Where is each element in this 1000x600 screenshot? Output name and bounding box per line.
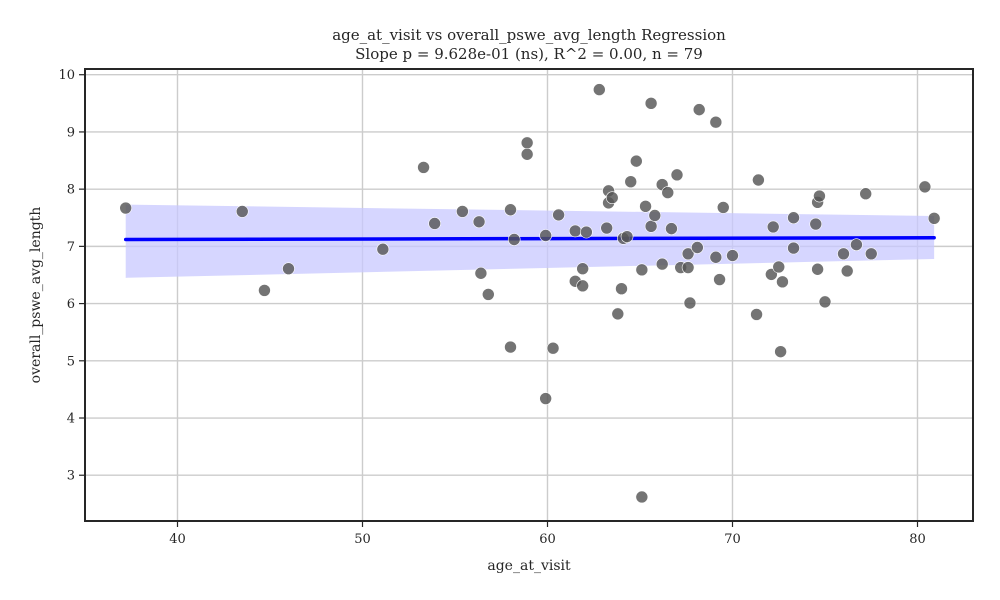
- chart-subtitle: Slope p = 9.628e-01 (ns), R^2 = 0.00, n …: [355, 45, 703, 63]
- scatter-point: [864, 247, 878, 261]
- chart-title: age_at_visit vs overall_pswe_avg_length …: [332, 26, 726, 44]
- x-axis-label: age_at_visit: [487, 558, 571, 574]
- axes: 40 50 60 70 80 3 4 5 6 7 8 9 10: [58, 68, 974, 547]
- scatter-point: [670, 168, 684, 182]
- scatter-point: [576, 262, 589, 275]
- scatter-point: [750, 308, 763, 321]
- scatter-point: [681, 261, 695, 274]
- scatter-point: [709, 115, 723, 129]
- scatter-point: [456, 205, 469, 218]
- scatter-point: [258, 284, 271, 297]
- scatter-point: [624, 175, 638, 189]
- scatter-point: [681, 247, 695, 261]
- x-tick-label: 80: [909, 532, 926, 547]
- scatter-point: [840, 264, 854, 278]
- scatter-point: [520, 136, 534, 150]
- y-tick-label: 3: [67, 469, 75, 484]
- scatter-point: [539, 392, 552, 405]
- scatter-point: [787, 211, 800, 225]
- scatter-point: [726, 249, 739, 262]
- scatter-point: [568, 224, 582, 238]
- y-tick-label: 10: [58, 68, 75, 83]
- scatter-point: [600, 221, 614, 235]
- scatter-point: [716, 201, 730, 214]
- scatter-point: [774, 345, 787, 358]
- scatter-point: [504, 340, 517, 354]
- scatter-point: [766, 220, 780, 234]
- scatter-point: [772, 260, 786, 274]
- scatter-point: [552, 208, 565, 222]
- y-tick-label: 4: [67, 412, 75, 427]
- scatter-point: [235, 205, 249, 218]
- scatter-point: [417, 161, 430, 174]
- scatter-point: [918, 180, 932, 194]
- y-tick-label: 9: [67, 125, 75, 140]
- regression-line-layer: [123, 236, 936, 242]
- scatter-point: [927, 212, 941, 225]
- scatter-point: [709, 250, 723, 264]
- regression-line: [123, 236, 936, 242]
- scatter-point: [629, 154, 643, 168]
- scatter-point: [818, 295, 832, 309]
- y-tick-label: 8: [67, 183, 75, 198]
- scatter-point: [655, 257, 669, 271]
- scatter-point: [837, 247, 850, 261]
- scatter-point: [776, 275, 789, 289]
- scatter-point: [539, 229, 552, 242]
- scatter-point: [809, 217, 823, 231]
- scatter-point: [546, 341, 560, 355]
- scatter-point: [648, 209, 662, 222]
- y-tick-label: 6: [67, 297, 75, 312]
- scatter-point: [635, 263, 649, 277]
- scatter-point: [692, 103, 706, 116]
- scatter-point: [611, 307, 625, 321]
- scatter-point: [683, 296, 697, 310]
- scatter-point: [592, 83, 606, 96]
- y-tick-label: 7: [67, 240, 75, 255]
- x-tick-label: 60: [539, 532, 556, 547]
- scatter-point: [376, 242, 390, 256]
- x-tick-label: 70: [724, 532, 741, 547]
- scatter-point: [472, 215, 486, 229]
- scatter-point: [639, 200, 652, 213]
- x-tick-label: 40: [169, 532, 186, 547]
- x-tick-label: 50: [354, 532, 371, 547]
- y-axis-label: overall_pswe_avg_length: [28, 207, 44, 384]
- scatter-point: [787, 241, 800, 255]
- scatter-point: [504, 203, 517, 217]
- scatter-point: [859, 187, 873, 201]
- scatter-point: [576, 279, 589, 293]
- scatter-point: [644, 97, 658, 110]
- scatter-point: [615, 282, 628, 296]
- scatter-point: [605, 191, 619, 205]
- scatter-point: [850, 238, 863, 251]
- scatter-point: [813, 189, 826, 203]
- scatter-point: [665, 222, 678, 235]
- scatter-point: [752, 173, 765, 187]
- y-tick-label: 5: [67, 354, 75, 369]
- plot-frame: [84, 68, 974, 522]
- scatter-point: [620, 230, 634, 243]
- scatter-point: [520, 147, 534, 161]
- scatter-point: [481, 288, 495, 301]
- scatter-point: [661, 186, 675, 199]
- scatter-point: [713, 273, 726, 286]
- scatter-point: [691, 241, 704, 254]
- scatter-point: [119, 201, 132, 215]
- scatter-point: [474, 266, 488, 280]
- scatter-point: [282, 262, 295, 275]
- scatter-point: [811, 262, 824, 276]
- scatter-point: [580, 225, 593, 239]
- scatter-point: [507, 233, 521, 246]
- scatter-points: [119, 83, 941, 504]
- scatter-point: [428, 217, 441, 230]
- scatter-point: [644, 220, 658, 233]
- scatter-point: [635, 490, 649, 504]
